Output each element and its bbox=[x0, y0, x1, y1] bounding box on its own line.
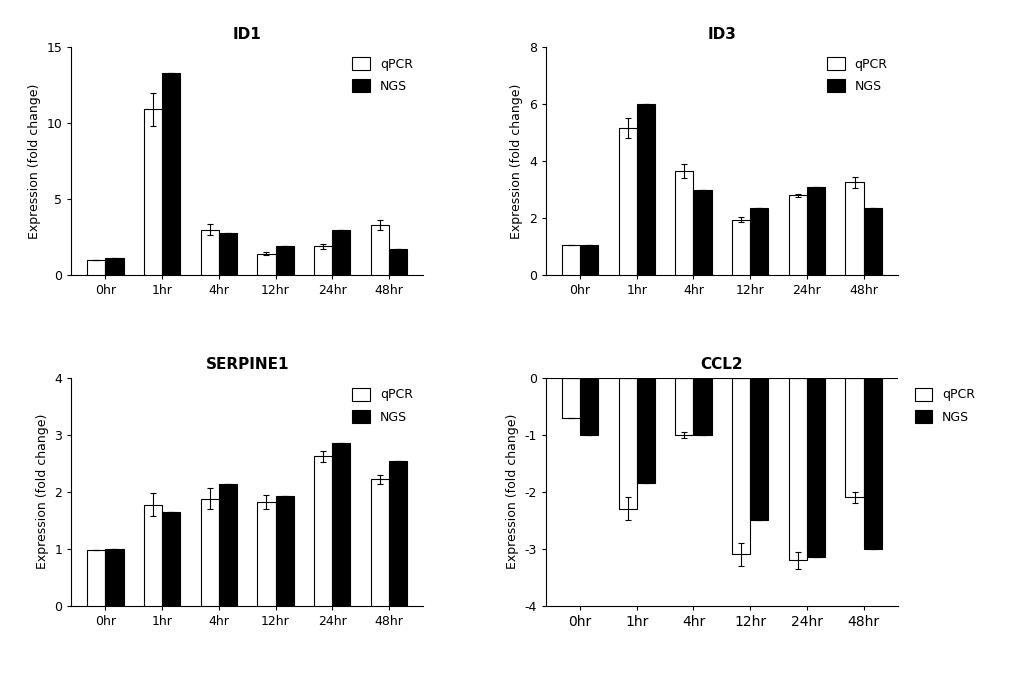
Legend: qPCR, NGS: qPCR, NGS bbox=[822, 53, 891, 97]
Bar bbox=[219, 233, 236, 275]
Bar bbox=[788, 378, 806, 560]
Bar bbox=[371, 225, 388, 275]
Bar bbox=[162, 73, 180, 275]
Bar bbox=[675, 171, 693, 275]
Bar bbox=[314, 456, 332, 606]
Y-axis label: Expression (fold change): Expression (fold change) bbox=[510, 83, 523, 239]
Bar bbox=[144, 110, 162, 275]
Bar bbox=[561, 378, 580, 418]
Bar bbox=[201, 499, 219, 606]
Bar bbox=[636, 104, 654, 275]
Bar bbox=[257, 502, 275, 606]
Bar bbox=[144, 505, 162, 606]
Bar bbox=[788, 195, 806, 275]
Bar bbox=[845, 182, 863, 275]
Bar bbox=[806, 186, 824, 275]
Bar bbox=[845, 378, 863, 497]
Bar bbox=[580, 245, 597, 275]
Bar bbox=[675, 378, 693, 435]
Bar bbox=[314, 246, 332, 275]
Bar bbox=[580, 378, 597, 435]
Title: SERPINE1: SERPINE1 bbox=[205, 357, 288, 372]
Title: ID3: ID3 bbox=[707, 27, 736, 42]
Bar bbox=[618, 129, 636, 275]
Bar bbox=[257, 254, 275, 275]
Legend: qPCR, NGS: qPCR, NGS bbox=[348, 384, 417, 427]
Bar bbox=[732, 378, 749, 555]
Bar bbox=[636, 378, 654, 483]
Bar bbox=[863, 208, 880, 275]
Bar bbox=[105, 258, 123, 275]
Bar bbox=[693, 190, 711, 275]
Bar bbox=[749, 378, 767, 520]
Legend: qPCR, NGS: qPCR, NGS bbox=[910, 384, 978, 427]
Bar bbox=[105, 548, 123, 606]
Bar bbox=[371, 479, 388, 606]
Bar bbox=[388, 249, 407, 275]
Bar bbox=[749, 208, 767, 275]
Bar bbox=[275, 246, 293, 275]
Bar bbox=[88, 260, 105, 275]
Y-axis label: Expression (fold change): Expression (fold change) bbox=[36, 414, 49, 569]
Bar bbox=[201, 229, 219, 275]
Bar bbox=[332, 229, 351, 275]
Bar bbox=[388, 462, 407, 606]
Bar bbox=[732, 219, 749, 275]
Bar bbox=[332, 444, 351, 606]
Bar bbox=[162, 511, 180, 606]
Bar bbox=[806, 378, 824, 557]
Bar bbox=[863, 378, 880, 548]
Bar bbox=[618, 378, 636, 509]
Bar bbox=[693, 378, 711, 435]
Bar bbox=[219, 485, 236, 606]
Title: CCL2: CCL2 bbox=[700, 357, 743, 372]
Y-axis label: Expression (fold change): Expression (fold change) bbox=[505, 414, 519, 569]
Y-axis label: Expression (fold change): Expression (fold change) bbox=[28, 83, 41, 239]
Legend: qPCR, NGS: qPCR, NGS bbox=[348, 53, 417, 97]
Bar bbox=[561, 245, 580, 275]
Bar bbox=[275, 496, 293, 606]
Title: ID1: ID1 bbox=[232, 27, 261, 42]
Bar bbox=[88, 551, 105, 606]
